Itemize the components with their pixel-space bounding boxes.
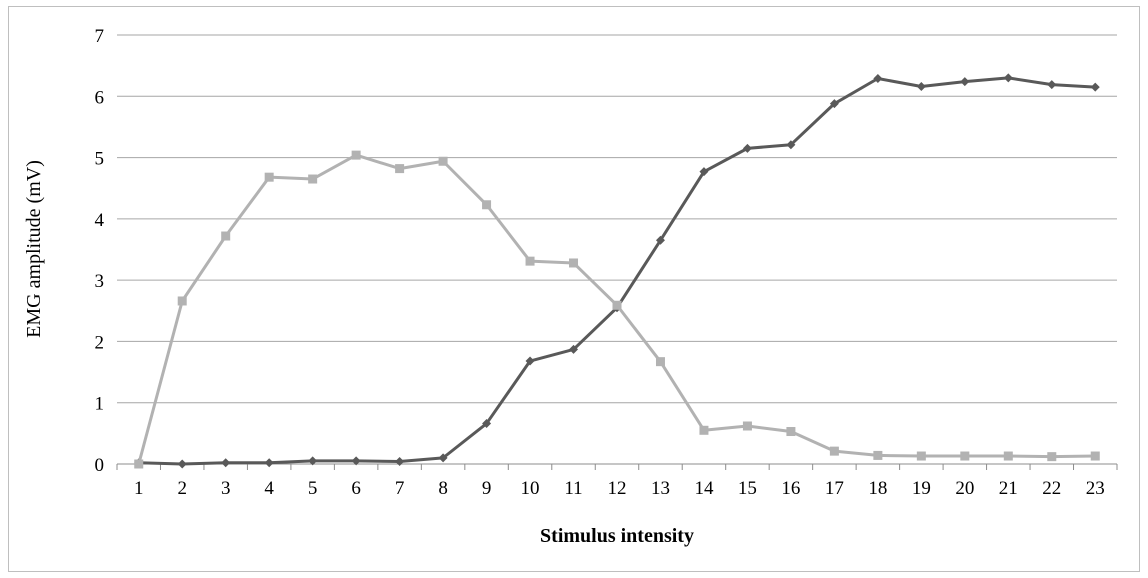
x-tick-label: 23 [1086, 478, 1105, 499]
y-tick-label: 3 [95, 271, 105, 292]
data-point [742, 421, 752, 431]
data-point [612, 300, 622, 310]
x-tick-label: 12 [608, 478, 627, 499]
data-point [655, 357, 665, 367]
data-point [655, 235, 665, 245]
data-point [177, 459, 187, 469]
x-tick-label: 19 [912, 478, 931, 499]
data-point [699, 167, 709, 177]
y-tick-label: 2 [95, 332, 105, 353]
data-point [134, 459, 144, 469]
data-point [482, 200, 492, 210]
data-point [308, 174, 318, 184]
y-axis-title: EMG amplitude (mV) [23, 160, 45, 338]
data-point [1003, 451, 1013, 461]
x-tick-label: 2 [177, 478, 187, 499]
x-tick-label: 13 [651, 478, 670, 499]
data-point [699, 425, 709, 435]
data-point [482, 419, 492, 429]
data-point [916, 451, 926, 461]
data-point [308, 456, 318, 466]
data-point [1090, 82, 1100, 92]
data-point [177, 296, 187, 306]
data-point [829, 446, 839, 456]
y-tick-label: 6 [95, 87, 105, 108]
data-point [351, 150, 361, 160]
x-tick-label: 18 [868, 478, 887, 499]
x-tick-label: 22 [1042, 478, 1061, 499]
x-tick-label: 10 [521, 478, 540, 499]
x-tick-label: 3 [221, 478, 231, 499]
x-tick-label: 6 [351, 478, 361, 499]
series-2 [134, 150, 1100, 469]
data-point [1047, 452, 1057, 462]
x-tick-label: 20 [955, 478, 974, 499]
data-point [786, 427, 796, 437]
series-1 [134, 73, 1100, 469]
y-tick-label: 1 [95, 394, 105, 415]
data-point [786, 140, 796, 150]
data-point [829, 99, 839, 109]
data-point [525, 256, 535, 266]
y-tick-label: 7 [95, 26, 105, 47]
x-tick-label: 9 [482, 478, 492, 499]
y-tick-labels: 0 1 2 3 4 5 6 7 [95, 26, 105, 476]
data-point [916, 81, 926, 91]
data-point [438, 156, 448, 166]
y-tick-label: 5 [95, 149, 105, 170]
x-tick-label: 21 [999, 478, 1018, 499]
series-group [134, 73, 1100, 469]
data-point [1090, 451, 1100, 461]
x-tick-label: 8 [438, 478, 448, 499]
data-point [264, 458, 274, 468]
gridlines [117, 34, 1117, 404]
x-tick-label: 16 [781, 478, 800, 499]
data-point [569, 344, 579, 354]
data-point [264, 172, 274, 182]
data-point [395, 164, 405, 174]
y-tick-label: 0 [95, 455, 105, 476]
x-axis: 1 2 3 4 5 6 7 8 9 10 11 12 13 14 15 16 17 18 19 20 21 22 23 [116, 463, 1118, 499]
data-point [742, 143, 752, 153]
data-point [221, 458, 231, 468]
data-point [873, 450, 883, 460]
x-tick-label: 5 [308, 478, 318, 499]
data-point [438, 453, 448, 463]
data-point [1003, 73, 1013, 83]
x-tick-label: 14 [694, 478, 714, 499]
data-point [351, 456, 361, 466]
data-point [960, 451, 970, 461]
data-point [960, 77, 970, 87]
series-line [138, 76, 1096, 466]
data-point [873, 74, 883, 84]
x-tick-label: 1 [134, 478, 144, 499]
data-point [525, 356, 535, 366]
x-tick-label: 15 [738, 478, 757, 499]
x-axis-title: Stimulus intensity [540, 525, 694, 547]
x-tick-label: 4 [264, 478, 274, 499]
x-tick-label: 7 [395, 478, 405, 499]
chart-frame [8, 6, 1140, 572]
data-point [395, 457, 405, 467]
x-tick-label: 11 [564, 478, 582, 499]
data-point [569, 258, 579, 268]
y-tick-label: 4 [95, 210, 105, 231]
data-point [221, 231, 231, 241]
x-tick-label: 17 [825, 478, 844, 499]
data-point [1047, 80, 1057, 90]
